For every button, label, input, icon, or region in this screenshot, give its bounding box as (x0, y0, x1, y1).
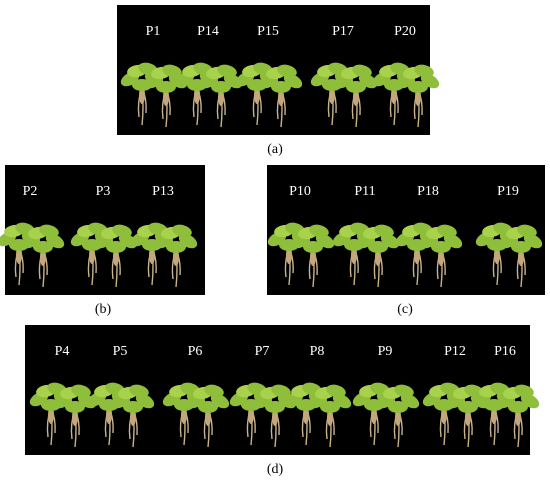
plant-label: P14 (197, 24, 219, 39)
leaf (204, 384, 224, 398)
panel: P10 P11 P18 P19 (267, 165, 545, 295)
plant-label: P8 (310, 344, 325, 359)
plant-label: P19 (497, 184, 519, 199)
leaf (172, 224, 192, 238)
leaf (517, 224, 537, 238)
leaf (211, 81, 231, 93)
leaf (374, 224, 394, 238)
panel-caption: (c) (397, 302, 413, 317)
leaf (71, 384, 91, 398)
leaf (511, 241, 531, 253)
plant-label: P16 (494, 344, 516, 359)
leaf (394, 384, 414, 398)
leaf (156, 81, 176, 93)
leaf (431, 241, 451, 253)
leaf (352, 64, 372, 78)
leaf (33, 241, 53, 253)
leaf (303, 241, 323, 253)
plant-label: P20 (394, 24, 416, 39)
plant-label: P11 (354, 184, 375, 199)
leaf (388, 401, 408, 413)
leaf (271, 81, 291, 93)
leaf (162, 64, 182, 78)
leaf (346, 81, 366, 93)
leaf (309, 224, 329, 238)
plant-label: P3 (96, 184, 111, 199)
plant-label: P7 (255, 344, 270, 359)
leaf (408, 81, 428, 93)
leaf (320, 401, 340, 413)
leaf (129, 384, 149, 398)
plant-label: P18 (417, 184, 439, 199)
leaf (514, 384, 534, 398)
leaf (414, 64, 434, 78)
plant-label: P1 (146, 24, 161, 39)
plant-label: P15 (257, 24, 279, 39)
leaf (198, 401, 218, 413)
panel-caption: (d) (267, 462, 284, 477)
leaf (123, 401, 143, 413)
leaf (326, 384, 346, 398)
panel-caption: (a) (267, 142, 283, 157)
leaf (217, 64, 237, 78)
leaf (271, 384, 291, 398)
plant-label: P13 (152, 184, 174, 199)
plant-label: P4 (55, 344, 70, 359)
plant-label: P5 (113, 344, 128, 359)
plant-label: P2 (23, 184, 38, 199)
leaf (65, 401, 85, 413)
plant-label: P9 (378, 344, 393, 359)
plant-label: P12 (444, 344, 466, 359)
leaf (106, 241, 126, 253)
panel: P4 P5 P6 P7 P8 P9 P12 P16 (25, 325, 540, 455)
plant-label: P6 (188, 344, 203, 359)
leaf (437, 224, 457, 238)
plant-label: P10 (289, 184, 311, 199)
leaf (458, 401, 478, 413)
leaf (39, 224, 59, 238)
plant-label: P17 (332, 24, 354, 39)
leaf (368, 241, 388, 253)
panel: P2 P3 P13 (0, 165, 205, 295)
leaf (508, 401, 528, 413)
panel: P1 P14 P15 P17 P20 (117, 5, 440, 135)
panel-caption: (b) (95, 302, 112, 317)
leaf (112, 224, 132, 238)
leaf (265, 401, 285, 413)
leaf (166, 241, 186, 253)
leaf (277, 64, 297, 78)
